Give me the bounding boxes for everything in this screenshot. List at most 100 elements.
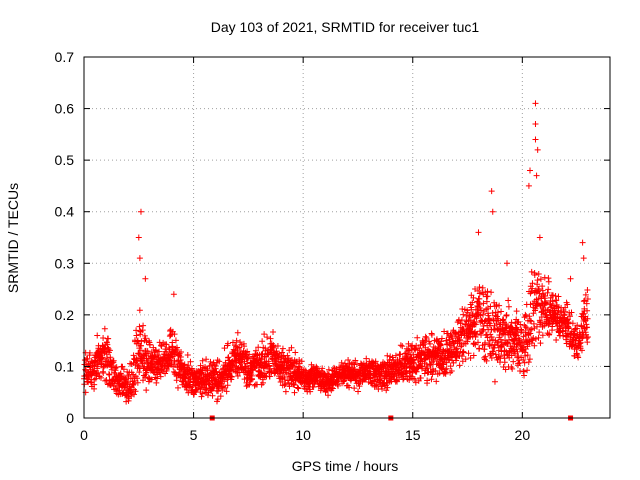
data-point [171,331,178,338]
data-point [460,311,467,318]
data-point [406,347,413,354]
data-point [249,376,256,383]
data-point [447,331,454,338]
data-point [468,304,475,311]
data-point [228,373,235,380]
data-point [286,366,293,373]
y-tick-label: 0.4 [55,204,75,220]
data-point [494,309,501,316]
data-point [352,357,359,364]
data-point [568,309,575,316]
data-point [526,313,533,320]
data-point [484,293,491,300]
data-point [573,350,580,357]
data-point [453,345,460,352]
data-point [165,344,172,351]
data-point [584,287,591,294]
data-point [140,322,147,329]
data-point [544,289,551,296]
data-point [488,188,495,195]
data-point [569,320,576,327]
data-point [142,335,149,342]
data-point [246,351,253,358]
data-point [447,346,454,353]
data-point [295,385,302,392]
data-point [143,387,150,394]
data-point [532,336,539,343]
data-point [204,392,211,399]
data-point [93,370,100,377]
data-point [549,298,556,305]
data-point [282,388,289,395]
data-point [110,357,117,364]
data-point [291,389,298,396]
data-point [472,333,479,340]
data-point [99,354,106,361]
data-point [134,379,141,386]
data-point [345,356,352,363]
data-point [528,318,535,325]
data-point [346,384,353,391]
y-tick-label: 0.2 [55,307,75,323]
data-point [130,381,137,388]
data-point [502,366,509,373]
data-point [542,300,549,307]
data-point [153,379,160,386]
data-point [143,369,150,376]
data-point [470,294,477,301]
y-tick-label: 0.5 [55,152,75,168]
data-point [379,385,386,392]
data-point [428,331,435,338]
data-point [421,370,428,377]
data-point [307,388,314,395]
data-point [522,323,529,330]
data-point [458,353,465,360]
data-point [292,349,299,356]
chart-title: Day 103 of 2021, SRMTID for receiver tuc… [211,19,480,35]
data-point [203,356,210,363]
data-point [96,373,103,380]
data-point [207,358,214,365]
data-point [465,330,472,337]
data-point [518,326,525,333]
x-tick-label: 0 [80,427,88,443]
data-point [397,351,404,358]
data-point [120,366,127,373]
data-point [508,319,515,326]
data-point [246,381,253,388]
data-point [417,374,424,381]
data-point [234,329,241,336]
data-point [406,377,413,384]
data-point [470,352,477,359]
data-point [281,382,288,389]
data-point [403,364,410,371]
data-point [215,385,222,392]
data-point [184,352,191,359]
data-point [282,381,289,388]
data-point [204,367,211,374]
data-point [119,363,126,370]
data-point [536,234,543,241]
data-point [459,305,466,312]
data-point [138,338,145,345]
data-point [450,340,457,347]
data-point [415,361,422,368]
data-point [234,372,241,379]
data-point [100,370,107,377]
data-point [546,331,553,338]
data-point [467,354,474,361]
data-point [460,349,467,356]
data-point [111,370,118,377]
data-point [584,339,591,346]
data-point [440,361,447,368]
data-point [224,340,231,347]
data-point [125,379,132,386]
data-point [497,336,504,343]
data-point [279,345,286,352]
data-point [528,288,535,295]
data-point [174,344,181,351]
data-point [531,342,538,349]
data-point [462,356,469,363]
data-point [213,368,220,375]
